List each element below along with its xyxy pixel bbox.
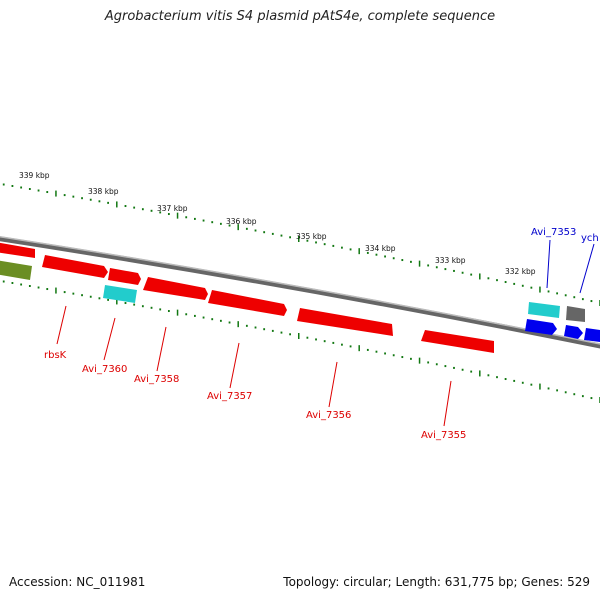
leader-line-avi7358 [156,326,167,372]
ruler-label-339: 339 kbp [19,171,50,180]
inner-ruler [2,280,600,403]
ruler-label-332: 332 kbp [505,267,536,276]
summary-text: Topology: circular; Length: 631,775 bp; … [283,575,590,589]
gene-label-avi7360[interactable]: Avi_7360 [82,364,127,375]
gene-label-avi7353[interactable]: Avi_7353 [531,227,576,238]
gene-label-rbsk[interactable]: rbsK [44,350,67,361]
gene-cds-cyan-2[interactable] [528,302,560,318]
ruler-label-334: 334 kbp [365,244,396,253]
leader-line-avi7360 [103,317,116,361]
leader-line-rbsk [56,305,67,345]
gene-cds-blue-1[interactable] [525,319,557,335]
map-title: Agrobacterium vitis S4 plasmid pAtS4e, c… [104,9,496,24]
gene-label-avi7356[interactable]: Avi_7356 [306,410,351,421]
gene-cds-red-7[interactable] [421,330,494,353]
leader-line-ych [579,243,595,294]
sequence-backbone [0,236,600,349]
gene-cds-gray-1[interactable] [566,306,585,322]
gene-label-group: rbsK Avi_7360 Avi_7358 Avi_7357 Avi_7356… [44,227,599,441]
gene-label-avi7357[interactable]: Avi_7357 [207,391,252,402]
outer-ruler [2,183,600,306]
gene-cds-blue-2[interactable] [564,325,583,339]
ruler-label-335: 335 kbp [296,232,327,241]
gene-cds-red-1[interactable] [0,242,35,258]
ruler-label-336: 336 kbp [226,217,257,226]
accession-text: Accession: NC_011981 [9,575,146,589]
gene-cds-red-3[interactable] [108,268,141,285]
leader-line-avi7355 [443,380,452,427]
leader-line-avi7356 [328,361,338,408]
gene-label-avi7355[interactable]: Avi_7355 [421,430,466,441]
gene-label-avi7358[interactable]: Avi_7358 [134,374,179,385]
ruler-label-333: 333 kbp [435,256,466,265]
ruler-label-338: 338 kbp [88,187,119,196]
gene-cds-red-2[interactable] [42,255,108,278]
leader-line-avi7357 [229,342,240,389]
gene-cds-red-4[interactable] [143,277,208,300]
gene-cds-olive-1[interactable] [0,260,32,280]
gene-cds-red-5[interactable] [208,290,287,316]
leader-line-avi7353 [546,239,551,289]
gene-label-ych[interactable]: ych [581,233,599,244]
gene-cds-red-6[interactable] [297,308,393,336]
gene-cds-blue-3[interactable] [584,328,600,342]
gene-features [0,242,600,353]
ruler-label-337: 337 kbp [157,204,188,213]
gene-cds-cyan-1[interactable] [103,285,137,303]
